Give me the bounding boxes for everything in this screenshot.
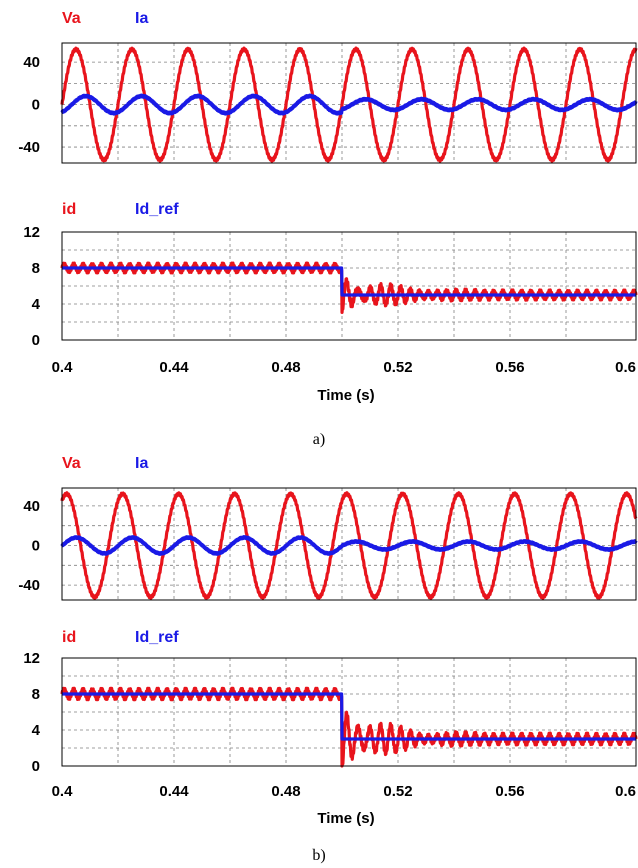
y-tick-label: -40: [18, 139, 40, 156]
legend-id-ref: Id_ref: [135, 201, 179, 218]
x-tick-label: 0.44: [159, 359, 189, 376]
series-line-id: [60, 261, 638, 314]
chart-panel-2: 12 8 4 0 id Id_ref 0.4 0.44 0.48 0.52 0.56 0.6 Time …: [23, 201, 638, 404]
y-tick-label: 40: [23, 54, 40, 71]
plot-frame: [61, 231, 637, 341]
plot-frame: [61, 487, 637, 601]
y-tick-label: 12: [23, 650, 40, 667]
x-axis-title: Time (s): [317, 387, 374, 404]
x-tick-label: 0.6: [615, 783, 636, 800]
x-tick-label: 0.52: [383, 783, 412, 800]
x-tick-label: 0.48: [271, 359, 300, 376]
x-tick-label: 0.56: [495, 359, 524, 376]
series-line-id-ref: [60, 692, 638, 741]
x-tick-label: 0.56: [495, 783, 524, 800]
series-line-ia: [60, 93, 638, 116]
caption-b: b): [312, 847, 325, 864]
y-tick-label: 8: [32, 686, 40, 703]
x-axis-title: Time (s): [317, 810, 374, 827]
y-tick-label: 0: [32, 758, 40, 775]
plot-frame: [61, 657, 637, 767]
y-tick-label: 0: [32, 97, 40, 114]
y-tick-label: 8: [32, 260, 40, 277]
grid: [62, 658, 636, 766]
legend-va: Va: [62, 455, 81, 472]
plot-frame: [61, 42, 637, 164]
legend-va: Va: [62, 10, 81, 27]
y-tick-label: 40: [23, 498, 40, 515]
legend-id: id: [62, 629, 76, 646]
x-tick-label: 0.4: [52, 359, 74, 376]
series-line-id-ref: [60, 266, 638, 297]
legend-ia: Ia: [135, 10, 148, 27]
x-tick-label: 0.44: [159, 783, 189, 800]
series-line-ia: [60, 535, 638, 556]
legend-id: id: [62, 201, 76, 218]
series-line-id: [60, 686, 638, 768]
y-tick-label: 4: [32, 296, 41, 313]
x-tick-label: 0.48: [271, 783, 300, 800]
y-tick-label: 4: [32, 722, 41, 739]
y-tick-label: 12: [23, 224, 40, 241]
y-tick-label: -40: [18, 577, 40, 594]
caption-a: a): [313, 431, 325, 448]
x-tick-label: 0.52: [383, 359, 412, 376]
chart-panel-1: 40 0 -40 Va Ia: [18, 10, 638, 164]
x-tick-label: 0.4: [52, 783, 74, 800]
series-line-va: [60, 491, 638, 600]
x-tick-label: 0.6: [615, 359, 636, 376]
series-line-va: [60, 46, 638, 163]
y-tick-label: 0: [32, 537, 40, 554]
legend-id-ref: Id_ref: [135, 629, 179, 646]
y-tick-label: 0: [32, 332, 40, 349]
chart-panel-3: 40 0 -40 Va Ia: [18, 455, 638, 601]
legend-ia: Ia: [135, 455, 148, 472]
chart-panel-4: 12 8 4 0 id Id_ref 0.4 0.44 0.48 0.52 0.56 0.6 Time …: [23, 629, 638, 827]
